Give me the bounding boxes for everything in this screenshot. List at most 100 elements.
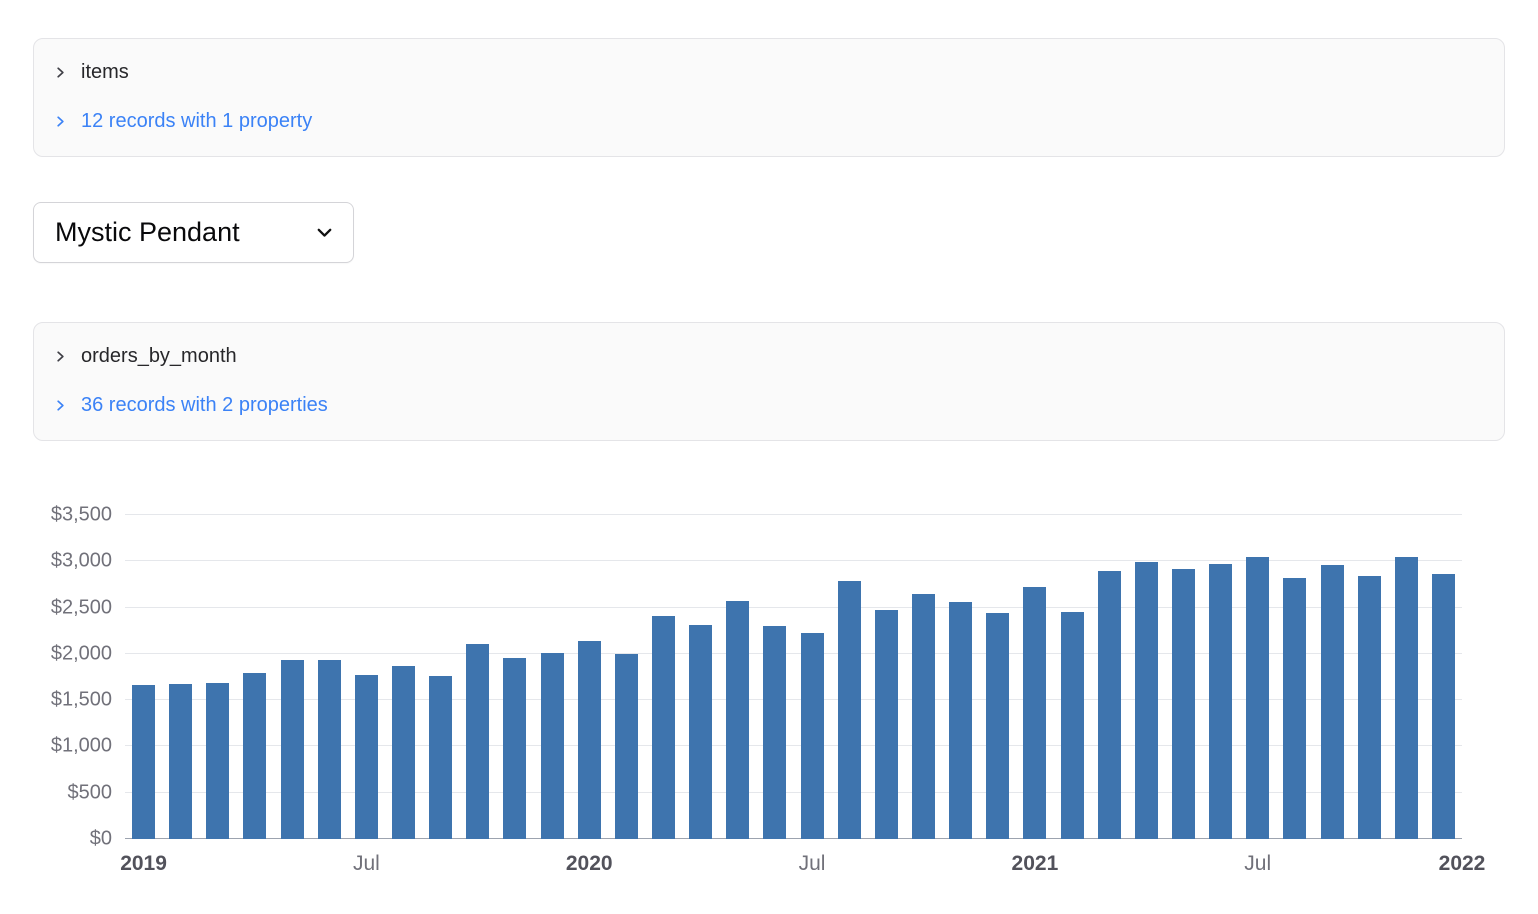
bar-2021-07 <box>1246 556 1270 839</box>
gridline <box>125 699 1462 701</box>
bar-2021-09 <box>1320 565 1344 839</box>
x-axis: 2019 Jul 2020 Jul 2021 Jul 2022 <box>120 839 1485 883</box>
bar-slot <box>274 515 311 839</box>
bar-slot <box>645 515 682 839</box>
bar-slot <box>1091 515 1128 839</box>
items-panel-header[interactable]: items <box>53 60 129 84</box>
bar-slot <box>1425 515 1462 839</box>
bar-slot <box>236 515 273 839</box>
bar-slot <box>1128 515 1165 839</box>
bar-2019-10 <box>466 643 490 839</box>
bar-2019-04 <box>243 673 267 839</box>
orders-panel-header[interactable]: orders_by_month <box>53 344 237 368</box>
bar-2020-08 <box>837 580 861 839</box>
items-records-label: 12 records with 1 property <box>81 110 313 132</box>
bar-slot <box>385 515 422 839</box>
bar-2019-05 <box>280 660 304 839</box>
bar-slot <box>199 515 236 839</box>
bar-2020-01 <box>577 640 601 839</box>
y-tick-label: $1,000 <box>50 734 112 757</box>
y-tick-label: $3,500 <box>50 503 112 526</box>
bar-slot <box>1165 515 1202 839</box>
bar-2020-07 <box>800 632 824 839</box>
bar-2020-06 <box>763 626 787 839</box>
gridline <box>125 514 1462 515</box>
bar-slot <box>1276 515 1313 839</box>
y-tick-label: $2,000 <box>50 642 112 665</box>
orders-panel-title: orders_by_month <box>81 345 237 367</box>
chevron-right-icon <box>53 349 68 364</box>
bars <box>125 515 1462 839</box>
y-tick-label: $0 <box>89 827 112 850</box>
bar-slot <box>868 515 905 839</box>
bar-slot <box>1239 515 1276 839</box>
bar-2019-03 <box>206 682 230 839</box>
bar-2020-11 <box>949 602 973 839</box>
bar-2019-08 <box>392 665 416 839</box>
chevron-right-icon <box>53 65 68 80</box>
bar-2020-12 <box>986 613 1010 839</box>
items-records-toggle[interactable]: 12 records with 1 property <box>53 109 312 133</box>
bar-2020-02 <box>614 653 638 839</box>
orders-records-toggle[interactable]: 36 records with 2 properties <box>53 393 328 417</box>
bar-2020-09 <box>874 610 898 839</box>
bar-slot <box>682 515 719 839</box>
items-panel: items 12 records with 1 property <box>33 38 1505 157</box>
orders-panel: orders_by_month 36 records with 2 proper… <box>33 322 1505 441</box>
bar-slot <box>496 515 533 839</box>
bar-2019-07 <box>354 675 378 839</box>
bar-slot <box>422 515 459 839</box>
orders-records-label: 36 records with 2 properties <box>81 394 328 416</box>
bar-slot <box>905 515 942 839</box>
bar-2020-10 <box>912 593 936 839</box>
bar-slot <box>534 515 571 839</box>
bar-2021-02 <box>1060 612 1084 839</box>
bar-2019-12 <box>540 652 564 839</box>
bar-2021-01 <box>1023 587 1047 839</box>
bar-slot <box>719 515 756 839</box>
x-tick-label: 2020 <box>565 852 613 875</box>
orders-bar-chart: $0 $500 $1,000 $1,500 $2,000 $2,500 $3,000 $3,5… <box>33 491 1505 876</box>
bar-2019-11 <box>503 657 527 839</box>
bar-slot <box>1054 515 1091 839</box>
gridline <box>125 838 1462 839</box>
bar-2019-06 <box>317 660 341 839</box>
bar-slot <box>311 515 348 839</box>
bar-slot <box>1202 515 1239 839</box>
bar-slot <box>942 515 979 839</box>
bar-2021-10 <box>1357 576 1381 839</box>
gridline <box>125 560 1462 562</box>
item-select[interactable]: Mystic Pendant <box>33 202 354 263</box>
bar-slot <box>979 515 1016 839</box>
bar-slot <box>1388 515 1425 839</box>
y-tick-label: $1,500 <box>50 688 112 711</box>
gridline <box>125 652 1462 654</box>
bar-2021-03 <box>1097 571 1121 839</box>
chevron-down-icon <box>313 221 336 244</box>
bar-slot <box>1016 515 1053 839</box>
bar-2021-08 <box>1283 577 1307 839</box>
bar-slot <box>348 515 385 839</box>
x-tick-label: Jul <box>798 852 826 875</box>
bar-slot <box>1314 515 1351 839</box>
bar-2020-05 <box>726 601 750 839</box>
bar-2019-09 <box>429 676 453 839</box>
chevron-right-icon <box>53 398 68 413</box>
bar-slot <box>756 515 793 839</box>
bar-slot <box>1351 515 1388 839</box>
y-tick-label: $500 <box>67 781 113 804</box>
bar-slot <box>162 515 199 839</box>
y-tick-label: $3,000 <box>50 549 112 572</box>
bar-2020-03 <box>652 615 676 839</box>
x-tick-label: Jul <box>352 852 380 875</box>
y-axis: $0 $500 $1,000 $1,500 $2,000 $2,500 $3,000 $3,5… <box>33 504 125 850</box>
bar-slot <box>608 515 645 839</box>
bar-2019-01 <box>132 685 156 839</box>
page: items 12 records with 1 property Mystic … <box>33 38 1505 876</box>
gridline <box>125 606 1462 608</box>
bar-slot <box>794 515 831 839</box>
bar-slot <box>571 515 608 839</box>
item-select-value: Mystic Pendant <box>55 217 240 247</box>
bar-slot <box>831 515 868 839</box>
bar-2021-11 <box>1394 556 1418 839</box>
